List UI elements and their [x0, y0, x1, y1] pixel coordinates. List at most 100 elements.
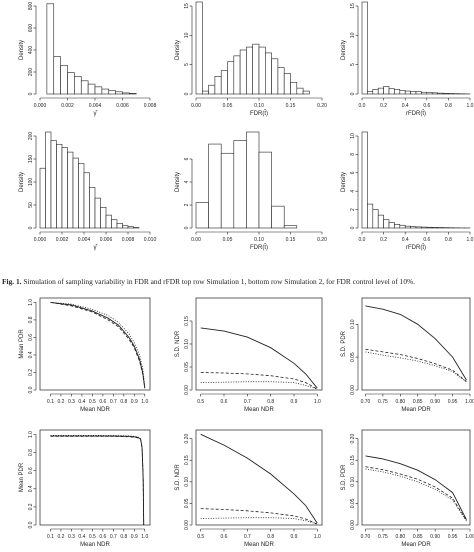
y-tick-label: 0 [184, 226, 190, 229]
histogram-bar [61, 147, 68, 229]
y-tick-label: 0.2 [28, 503, 34, 510]
histogram-bar [67, 151, 74, 229]
x-tick-label: 0.70 [361, 534, 371, 540]
histogram-bar [277, 67, 285, 95]
histogram-bar [367, 203, 374, 229]
y-tick-label: 4 [350, 190, 356, 193]
y-tick-label: 0.15 [184, 316, 190, 326]
histogram-bar [87, 83, 96, 95]
y-tick-label: 0.00 [350, 520, 356, 530]
x-axis-label: Mean PDR [401, 407, 431, 413]
x-tick-label: 0.3 [68, 399, 75, 405]
histogram-bar [258, 46, 266, 95]
histogram-bar [246, 131, 260, 229]
x-tick-label: 0.8 [120, 399, 127, 405]
histogram-bar [383, 219, 390, 229]
x-tick-label: 0.9 [291, 534, 298, 540]
panel-c-tm: 0.5 0.6 0.7 0.8 0.9 1.0 Mean NDR 0.00 0.05 0.10 0.… [175, 297, 323, 413]
y-axis-label: S.D. PDR [341, 330, 347, 357]
histogram-bar [111, 219, 118, 229]
x-axis-label: rFDR(t̂) [406, 110, 426, 117]
x-tick-label: 0.0 [359, 237, 366, 243]
series-line-dashed [365, 348, 467, 382]
y-tick-label: 1.0 [28, 431, 34, 438]
histogram-bar [105, 214, 112, 229]
histogram-bar [283, 73, 291, 95]
panel-c-tr: 0.70 0.75 0.80 0.85 0.90 0.95 1.00 Mean PDR 0.00… [341, 297, 474, 413]
histogram-bar [399, 90, 406, 95]
histogram-bar [227, 61, 235, 95]
panel-h-bl: 0.000 0.002 0.004 0.006 0.008 0.010 γ̂ 0 50 100 15… [19, 132, 156, 251]
histogram-bar [410, 226, 417, 229]
histogram-bar [404, 90, 411, 95]
x-tick-label: 0.7 [244, 534, 251, 540]
histogram-bar [53, 56, 61, 95]
histogram-bar [361, 1, 368, 95]
histogram-bar [83, 172, 90, 229]
y-axis-label: S.D. PDR [341, 464, 347, 491]
y-tick-label: 0.6 [28, 467, 34, 474]
series-line-dashed [365, 466, 467, 521]
y-tick-label: 10 [184, 32, 190, 38]
histogram-bar [410, 91, 417, 95]
histogram-bar [421, 91, 428, 95]
panel-h-tr: 0.0 0.2 0.4 0.6 0.8 1.0 rFDR(t̂) 0 5 10 15 Density [341, 1, 474, 117]
y-tick-label: 0 [28, 226, 34, 229]
histogram-bar [367, 91, 374, 95]
y-tick-label: 400 [28, 46, 34, 55]
histogram-bar [214, 76, 222, 95]
panel-h-bm: 0.00 0.05 0.10 0.15 0.20 FDR(t̂) 0 2 4 6 Density [175, 131, 327, 251]
histogram-bar [431, 92, 438, 95]
series-line-solid [365, 455, 467, 521]
y-axis-label: S.D. NDR [175, 330, 181, 357]
x-axis-label: FDR(t̂) [250, 244, 268, 251]
x-tick-label: 0.80 [395, 534, 405, 540]
x-tick-label: 0.008 [144, 103, 157, 109]
caption-text: Simulation of sampling variability in FD… [23, 277, 416, 286]
y-tick-label: 6 [184, 157, 190, 160]
y-tick-label: 200 [28, 132, 34, 141]
y-tick-label: 800 [28, 2, 34, 11]
histogram-bar [208, 143, 222, 229]
y-tick-label: 0.05 [350, 352, 356, 362]
x-tick-label: 0.8 [267, 534, 274, 540]
series-line-dotted [200, 381, 318, 390]
y-tick-label: 0.10 [184, 339, 190, 349]
histogram-bar [195, 202, 209, 229]
x-tick-label: 0.05 [223, 103, 233, 109]
y-tick-label: 0.8 [28, 449, 34, 456]
y-tick-label: 1.0 [28, 299, 34, 306]
y-tick-label: 10 [350, 32, 356, 38]
x-axis-label: rFDR(t̂) [406, 244, 426, 251]
histogram-bar [264, 52, 272, 95]
y-tick-label: 0 [350, 92, 356, 95]
histogram-bar [383, 86, 390, 95]
series-line-solid [365, 305, 467, 381]
y-tick-label: 0.05 [350, 498, 356, 508]
plot-frame [39, 297, 151, 391]
x-tick-label: 0.00 [191, 103, 201, 109]
y-tick-label: 0.00 [350, 385, 356, 395]
x-tick-label: 0.006 [100, 237, 113, 243]
x-tick-label: 0.95 [448, 534, 458, 540]
histogram-bar [67, 72, 75, 95]
series-line-solid [50, 435, 145, 526]
histogram-bar [377, 214, 384, 229]
y-tick-label: 0.20 [350, 434, 356, 444]
histogram-bar [94, 197, 101, 229]
y-tick-label: 10 [350, 133, 356, 139]
histogram-bar [45, 131, 52, 229]
x-tick-label: 1.00 [465, 534, 474, 540]
x-tick-label: 0.7 [244, 399, 251, 405]
x-tick-label: 0.05 [223, 237, 233, 243]
histogram-bar [394, 89, 401, 95]
histogram-bar [252, 43, 260, 95]
series-line-solid [200, 327, 318, 389]
histogram-bar [129, 93, 137, 95]
x-tick-label: 0.4 [402, 103, 409, 109]
y-axis-label: Density [19, 40, 25, 60]
x-tick-label: 0.9 [131, 534, 138, 540]
histogram-bar [239, 49, 247, 95]
series-line-dotted [365, 468, 467, 522]
